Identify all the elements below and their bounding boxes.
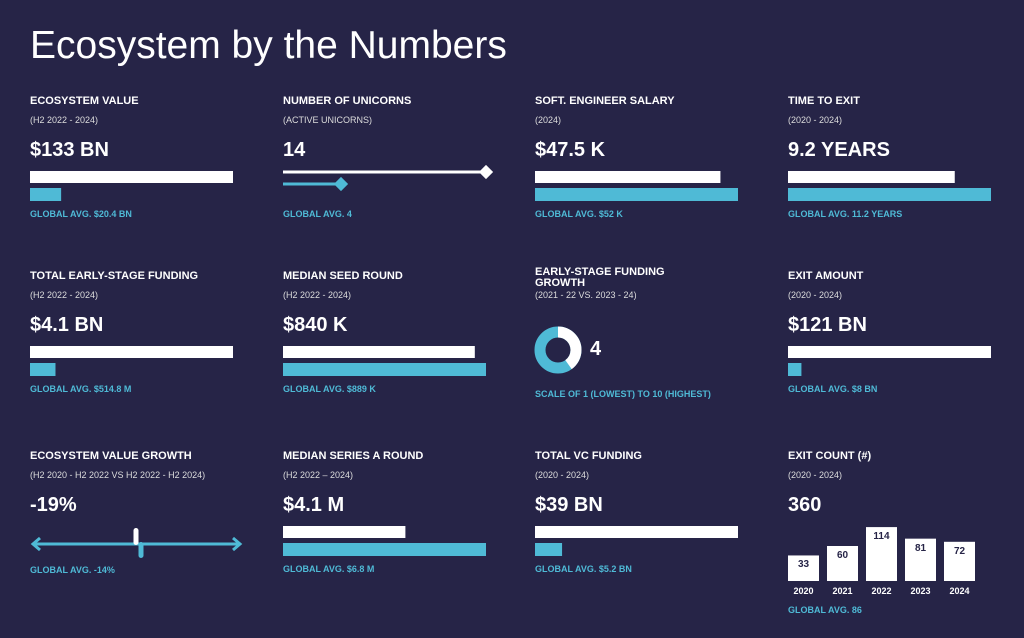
tile-label: SOFT. ENGINEER SALARY [535, 95, 675, 107]
tile-value: $121 BN [788, 314, 867, 336]
avg-label: GLOBAL AVG. $889 K [283, 384, 376, 394]
count-bar [944, 541, 975, 581]
tile-value: $133 BN [30, 139, 109, 161]
year-label: 2021 [832, 586, 853, 596]
value-line [283, 164, 494, 180]
value-bar [788, 171, 955, 183]
value-bar [283, 526, 406, 538]
tile-subtitle: (2020 - 2024) [788, 115, 843, 125]
avg-label: GLOBAL AVG. 86 [788, 605, 862, 615]
count-bar [827, 546, 858, 581]
tile-label: MEDIAN SEED ROUND [283, 270, 403, 282]
tile-subtitle: (2021 - 22 VS. 2023 - 24) [535, 290, 637, 300]
tile-subtitle: (H2 2022 - 2024) [30, 115, 99, 125]
tile-value: $4.1 BN [30, 314, 104, 336]
tile-value: $840 K [283, 314, 348, 336]
value-bar [788, 346, 991, 358]
avg-bar [788, 363, 802, 376]
tile-value: 9.2 YEARS [788, 139, 890, 161]
avg-label: GLOBAL AVG. $514.8 M [30, 384, 132, 394]
tile-label: MEDIAN SERIES A ROUND [283, 450, 424, 462]
tile-label: ECOSYSTEM VALUE [30, 95, 139, 107]
tile-label: TOTAL VC FUNDING [535, 450, 642, 462]
count-label: 60 [836, 550, 849, 561]
avg-bar [535, 543, 563, 556]
tile-value: 4 [590, 338, 602, 360]
avg-label: GLOBAL AVG. $8 BN [788, 384, 878, 394]
count-label: 81 [914, 542, 927, 554]
count-bar [866, 527, 897, 581]
count-label: 72 [953, 545, 966, 557]
year-label: 2020 [793, 586, 814, 596]
tile-subtitle: (2020 - 2024) [535, 470, 590, 480]
avg-label: GLOBAL AVG. -14% [30, 565, 115, 575]
value-marker [133, 528, 139, 545]
tile-subtitle: (2020 - 2024) [788, 290, 843, 300]
value-bar [30, 171, 233, 183]
avg-label: GLOBAL AVG. $6.8 M [283, 564, 375, 574]
year-label: 2023 [910, 586, 931, 596]
tile-label: TOTAL EARLY-STAGE FUNDING [30, 270, 199, 282]
avg-label: GLOBAL AVG. 4 [283, 209, 352, 219]
avg-label: GLOBAL AVG. $5.2 BN [535, 564, 632, 574]
tile-label: EARLY-STAGE FUNDING GROWTH [535, 266, 665, 289]
tile-value: 360 [788, 494, 822, 516]
donut-value [534, 326, 582, 374]
avg-label: GLOBAL AVG. 11.2 YEARS [788, 209, 903, 219]
tile-subtitle: (H2 2022 – 2024) [283, 470, 354, 480]
page-title: Ecosystem by the Numbers [30, 24, 507, 67]
avg-bar [788, 188, 991, 201]
count-label: 114 [873, 531, 890, 543]
value-bar [535, 526, 738, 538]
avg-bar [283, 363, 486, 376]
count-bar [905, 538, 936, 581]
tile-subtitle: (H2 2020 - H2 2022 VS H2 2022 - H2 2024) [30, 470, 206, 480]
tile-value: $4.1 M [283, 494, 345, 516]
tile-subtitle: (H2 2022 - 2024) [30, 290, 99, 300]
avg-bar [535, 188, 738, 201]
tile-subtitle: (2020 - 2024) [788, 470, 843, 480]
scale-note: SCALE OF 1 (LOWEST) TO 10 (HIGHEST) [535, 389, 711, 399]
avg-bar [30, 188, 62, 201]
tile-label: EXIT AMOUNT [788, 270, 864, 282]
value-bar [535, 171, 721, 183]
avg-marker [138, 542, 144, 558]
avg-bar [30, 363, 56, 376]
count-label: 33 [797, 559, 810, 571]
year-label: 2022 [871, 586, 892, 596]
tile-label: EXIT COUNT (#) [788, 450, 872, 462]
avg-bar [283, 543, 486, 556]
tile-label: TIME TO EXIT [788, 95, 860, 107]
avg-label: GLOBAL AVG. $52 K [535, 209, 623, 219]
tile-value: 14 [283, 139, 306, 161]
tile-subtitle: (ACTIVE UNICORNS) [283, 115, 373, 125]
tile-subtitle: (H2 2022 - 2024) [283, 290, 352, 300]
tile-subtitle: (2024) [535, 115, 562, 125]
tile-label: ECOSYSTEM VALUE GROWTH [30, 450, 192, 462]
count-bar [788, 555, 819, 581]
avg-label: GLOBAL AVG. $20.4 BN [30, 209, 132, 219]
value-bar [283, 346, 475, 358]
value-bar [30, 346, 233, 358]
tile-label: NUMBER OF UNICORNS [283, 95, 412, 107]
tile-value: $47.5 K [535, 139, 606, 161]
tile-value: -19% [30, 494, 77, 516]
tile-value: $39 BN [535, 494, 603, 516]
avg-line [283, 176, 349, 192]
year-label: 2024 [949, 586, 970, 596]
